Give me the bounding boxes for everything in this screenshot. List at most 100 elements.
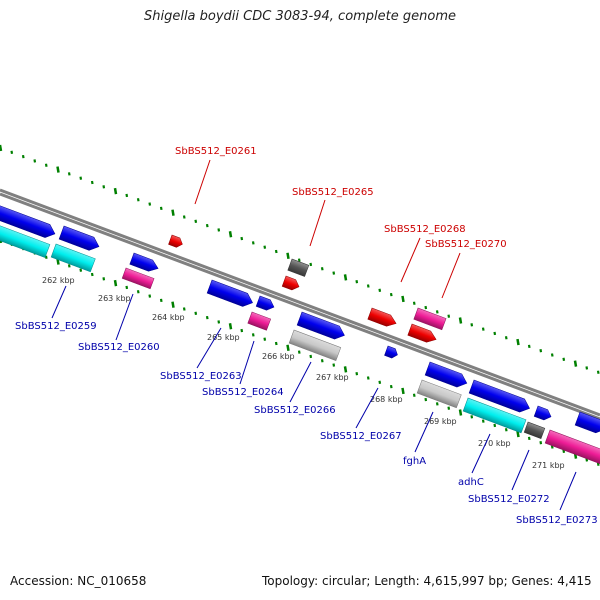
scale-dot [171, 209, 175, 216]
gene-arrow [255, 295, 275, 311]
gene-label: SbBS512_E0266 [254, 405, 336, 416]
scale-dot [182, 307, 186, 311]
scale-dot [493, 423, 497, 428]
scale-dot [435, 310, 439, 314]
backbone-line [0, 192, 600, 421]
scale-tick-label: 268 kbp [370, 395, 403, 404]
scale-dot [389, 292, 393, 297]
gene-arrow [296, 311, 345, 340]
scale-dot [366, 284, 370, 288]
scale-dot [297, 258, 301, 262]
scale-dot [585, 366, 589, 370]
gene-arrow [288, 329, 342, 361]
scale-dot [389, 384, 393, 389]
scale-dot [516, 430, 520, 438]
scale-dot [0, 144, 3, 152]
scale-dot [378, 288, 382, 292]
scale-dot [493, 331, 497, 336]
scale-dot [539, 349, 543, 353]
scale-dot [102, 277, 106, 281]
scale-dot [596, 370, 600, 374]
scale-dot [217, 320, 221, 324]
scale-dot [401, 295, 405, 303]
gene-arrow [468, 379, 530, 413]
gene-arrow [574, 411, 600, 434]
scale-dot [412, 301, 416, 305]
scale-dot [44, 255, 48, 259]
scale-dot [240, 328, 244, 333]
scale-dot [136, 198, 140, 202]
map-title: Shigella boydii CDC 3083-94, complete ge… [143, 9, 457, 24]
scale-dot [159, 298, 163, 303]
scale-dot [125, 285, 129, 290]
gene-label: fghA [403, 456, 426, 467]
scale-tick-label: 271 kbp [532, 461, 565, 470]
gene-leader-line [511, 449, 530, 491]
gene-arrow [462, 397, 527, 434]
scale-dot [447, 314, 451, 318]
scale-tick-label: 263 kbp [98, 294, 131, 303]
scale-tick-label: 265 kbp [207, 333, 240, 342]
scale-dot [412, 393, 416, 397]
genome-summary: Topology: circular; Length: 4,615,997 bp… [262, 574, 592, 588]
scale-dot [481, 419, 485, 423]
gene-leader-line [400, 237, 421, 283]
backbone-line [0, 188, 600, 417]
scale-tick-label: 264 kbp [152, 313, 185, 322]
gene-arrow [384, 345, 398, 359]
scale-dot [148, 202, 152, 206]
gene-arrow [544, 429, 600, 465]
gene-labels: SbBS512_E0261 SbBS512_E0265 SbBS512_E0268 S… [15, 146, 598, 526]
scale-tick-label: 269 kbp [424, 417, 457, 426]
scale-dot [343, 366, 348, 373]
gene-label: SbBS512_E0259 [15, 321, 97, 332]
scale-dot [562, 357, 566, 361]
scale-dot [21, 154, 25, 159]
scale-dot [504, 428, 508, 432]
scale-dot [343, 274, 348, 281]
scale-dot [79, 176, 83, 180]
gene-arrow [407, 323, 437, 343]
gene-label: SbBS512_E0264 [202, 387, 284, 398]
scale-dot [251, 241, 255, 245]
gene-arrow [168, 234, 183, 248]
scale-dot [550, 353, 554, 357]
gene-label: SbBS512_E0273 [516, 515, 598, 526]
gene-leader-line [441, 252, 461, 299]
gene-label: SbBS512_E0267 [320, 431, 402, 442]
gene-arrow [50, 243, 96, 273]
gene-leader-line [196, 327, 222, 369]
gene-arrow [121, 267, 155, 290]
scale-tick-label: 267 kbp [316, 373, 349, 382]
scale-dot [263, 245, 267, 249]
scale-dot [274, 341, 278, 346]
scale-dot [447, 406, 451, 410]
scale-dot [90, 272, 94, 277]
scale-dot [194, 219, 198, 223]
gene-arrow [416, 379, 462, 409]
scale-dot [148, 294, 152, 298]
gene-arrow [58, 225, 100, 251]
scale-dot [297, 350, 301, 354]
scale-dot [458, 409, 463, 416]
scale-dot [113, 279, 118, 287]
gene-arrow [0, 221, 51, 258]
scale-dot [182, 215, 186, 219]
scale-dot [470, 323, 474, 327]
scale-ticks: 262 kbp 263 kbp 264 kbp 265 kbp 266 kbp 267 k… [42, 276, 565, 470]
scale-dot [274, 249, 278, 254]
scale-dot [205, 223, 209, 228]
scale-dot [355, 280, 359, 284]
outer-scale-dots [0, 144, 600, 374]
gene-arrow [281, 275, 300, 291]
gene-label: adhC [458, 477, 484, 488]
gene-leader-line [309, 199, 326, 247]
scale-dot [424, 305, 428, 310]
scale-dot [125, 193, 129, 198]
gene-leader-line [51, 285, 67, 319]
gene-label: SbBS512_E0270 [425, 239, 507, 250]
gene-leader-line [289, 361, 312, 403]
scale-dot [228, 231, 233, 238]
scale-dot [573, 360, 578, 367]
